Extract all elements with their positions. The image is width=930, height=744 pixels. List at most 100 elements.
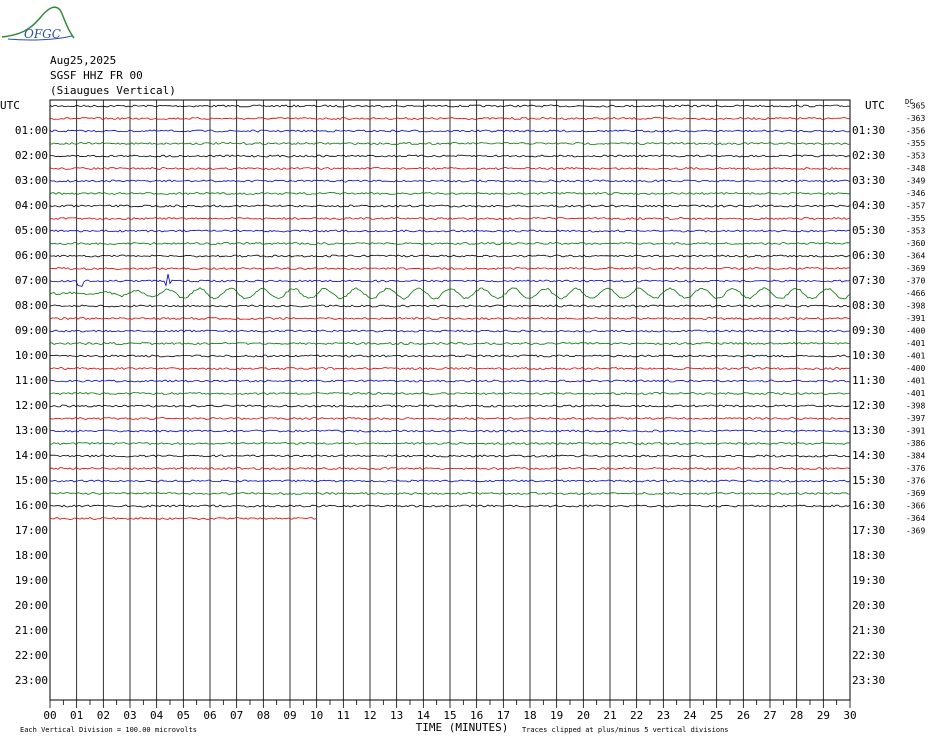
offset-title: DC <box>905 98 913 106</box>
x-tick-label: 28 <box>790 709 803 722</box>
left-time-label: 15:00 <box>15 474 48 487</box>
right-time-label: 09:30 <box>852 324 885 337</box>
left-time-label: 22:00 <box>15 649 48 662</box>
trace <box>49 191 851 196</box>
x-tick-label: 22 <box>630 709 643 722</box>
right-time-label: 15:30 <box>852 474 885 487</box>
offset-label: -364 <box>906 514 925 523</box>
x-tick-label: 04 <box>150 709 164 722</box>
right-time-label: 19:30 <box>852 574 885 587</box>
right-time-label: 06:30 <box>852 249 885 262</box>
clip-note: Traces clipped at plus/minus 5 vertical … <box>522 726 729 734</box>
x-tick-label: 23 <box>657 709 670 722</box>
offset-label: -346 <box>906 189 925 198</box>
left-time-label: 20:00 <box>15 599 48 612</box>
x-tick-label: 02 <box>97 709 110 722</box>
left-time-label: 10:00 <box>15 349 48 362</box>
x-tick-label: 10 <box>310 709 323 722</box>
offset-label: -369 <box>906 527 925 536</box>
offset-label: -401 <box>906 389 925 398</box>
left-time-label: 11:00 <box>15 374 48 387</box>
trace <box>49 179 851 183</box>
trace <box>49 479 851 483</box>
left-time-label: 21:00 <box>15 624 48 637</box>
offset-label: -349 <box>906 177 925 186</box>
right-time-label: 21:30 <box>852 624 885 637</box>
x-tick-label: 01 <box>70 709 83 722</box>
left-axis-title: UTC <box>0 99 20 112</box>
right-time-label: 01:30 <box>852 124 885 137</box>
x-tick-label: 19 <box>550 709 563 722</box>
offset-label: -356 <box>906 127 925 136</box>
left-time-label: 16:00 <box>15 499 48 512</box>
trace <box>49 104 851 108</box>
x-tick-label: 06 <box>203 709 216 722</box>
offset-label: -355 <box>906 214 925 223</box>
station: SGSF HHZ FR 00 <box>50 69 143 82</box>
traces <box>49 104 851 520</box>
left-time-label: 03:00 <box>15 174 48 187</box>
trace <box>49 379 851 383</box>
x-tick-label: 16 <box>470 709 483 722</box>
right-time-label: 10:30 <box>852 349 885 362</box>
x-tick-label: 15 <box>443 709 456 722</box>
offset-label: -353 <box>906 152 925 161</box>
offset-label: -384 <box>906 452 925 461</box>
trace <box>50 454 851 458</box>
trace <box>49 216 851 221</box>
x-tick-label: 29 <box>817 709 830 722</box>
offset-label: -348 <box>906 164 925 173</box>
offset-label: -391 <box>906 427 925 436</box>
offset-label: -397 <box>906 414 925 423</box>
trace <box>49 342 851 345</box>
right-time-label: 18:30 <box>852 549 885 562</box>
offset-label: -400 <box>906 364 925 373</box>
location: (Siaugues Vertical) <box>50 84 176 97</box>
right-time-label: 23:30 <box>852 674 885 687</box>
left-time-label: 17:00 <box>15 524 48 537</box>
x-tick-label: 21 <box>603 709 616 722</box>
trace <box>49 504 851 508</box>
left-time-label: 04:00 <box>15 199 48 212</box>
scale-note: Each Vertical Division = 100.00 microvol… <box>20 726 197 734</box>
left-time-label: 05:00 <box>15 224 48 237</box>
offset-label: -370 <box>906 277 925 286</box>
left-time-label: 18:00 <box>15 549 48 562</box>
x-tick-label: 00 <box>43 709 56 722</box>
left-time-label: 14:00 <box>15 449 48 462</box>
right-time-label: 14:30 <box>852 449 885 462</box>
offset-label: -353 <box>906 227 925 236</box>
offset-label: -357 <box>906 202 925 211</box>
right-time-label: 07:30 <box>852 274 885 287</box>
trace <box>49 154 851 158</box>
trace <box>49 241 851 246</box>
right-axis-title: UTC <box>865 99 885 112</box>
x-tick-label: 08 <box>257 709 270 722</box>
offset-label: -386 <box>906 439 925 448</box>
trace <box>49 517 317 520</box>
trace <box>49 329 851 333</box>
trace <box>49 254 851 258</box>
offset-label: -365 <box>906 102 925 111</box>
left-time-label: 01:00 <box>15 124 48 137</box>
x-tick-label: 20 <box>577 709 590 722</box>
trace <box>49 287 851 300</box>
x-axis-title: TIME (MINUTES) <box>416 721 509 734</box>
trace <box>49 392 851 395</box>
trace <box>49 316 851 321</box>
trace <box>50 367 851 371</box>
right-time-label: 20:30 <box>852 599 885 612</box>
trace <box>49 116 851 121</box>
offset-label: -369 <box>906 489 925 498</box>
left-time-label: 13:00 <box>15 424 48 437</box>
right-time-label: 05:30 <box>852 224 885 237</box>
right-time-label: 16:30 <box>852 499 885 512</box>
trace <box>49 229 851 233</box>
offset-label: -398 <box>906 302 925 311</box>
trace <box>49 129 851 133</box>
trace <box>49 354 851 358</box>
offset-label: -401 <box>906 339 925 348</box>
left-time-label: 06:00 <box>15 249 48 262</box>
offset-label: -400 <box>906 327 925 336</box>
